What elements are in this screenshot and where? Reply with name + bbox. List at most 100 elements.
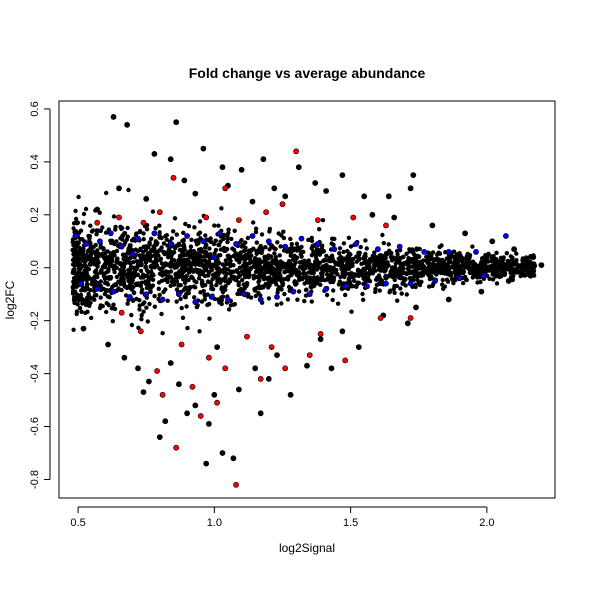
- cloud-point: [349, 271, 354, 276]
- cloud-point: [218, 239, 223, 244]
- cloud-point: [234, 277, 239, 283]
- cloud-point: [382, 269, 387, 274]
- cloud-point: [239, 238, 244, 243]
- cloud-point: [237, 265, 243, 270]
- cloud-point: [494, 250, 499, 255]
- black-point: [385, 193, 392, 200]
- cloud-point: [380, 259, 385, 264]
- cloud-point: [286, 284, 292, 290]
- black-point: [116, 185, 122, 192]
- black-point: [94, 206, 101, 213]
- cloud-point: [487, 265, 492, 270]
- cloud-point: [338, 274, 343, 280]
- cloud-point: [181, 287, 187, 293]
- cloud-point: [142, 245, 147, 250]
- cloud-point: [228, 258, 233, 264]
- cloud-point: [460, 260, 465, 265]
- cloud-point: [137, 228, 143, 234]
- y-tick-label: 0.4: [29, 154, 41, 169]
- cloud-point: [526, 265, 532, 270]
- cloud-point: [355, 267, 361, 272]
- cloud-point: [419, 261, 425, 266]
- black-point: [80, 325, 87, 332]
- blue-point: [107, 230, 114, 237]
- cloud-point: [253, 261, 258, 266]
- x-tick-label: 1.0: [207, 517, 222, 529]
- cloud-point: [343, 292, 348, 298]
- cloud-point: [195, 267, 200, 273]
- cloud-point: [214, 282, 219, 288]
- cloud-point: [531, 261, 537, 266]
- cloud-point: [94, 293, 99, 298]
- cloud-point: [252, 287, 257, 292]
- cloud-point: [81, 211, 87, 217]
- cloud-point: [79, 309, 84, 314]
- cloud-point: [110, 319, 116, 324]
- cloud-point: [159, 278, 165, 283]
- cloud-point: [214, 263, 219, 268]
- cloud-point: [444, 271, 449, 276]
- cloud-point: [89, 276, 95, 282]
- blue-point: [445, 248, 452, 255]
- cloud-point: [213, 247, 219, 253]
- blue-point: [323, 285, 329, 292]
- cloud-point: [519, 272, 524, 278]
- blue-point: [342, 283, 349, 290]
- cloud-point: [197, 254, 202, 259]
- cloud-point: [302, 298, 307, 304]
- blue-point: [290, 288, 297, 295]
- cloud-point: [356, 273, 361, 278]
- cloud-point: [425, 260, 430, 266]
- cloud-point: [392, 290, 397, 295]
- cloud-point: [129, 273, 134, 278]
- cloud-point: [433, 265, 438, 270]
- cloud-point: [71, 221, 77, 226]
- cloud-point: [92, 269, 98, 275]
- cloud-point: [71, 327, 76, 332]
- cloud-point: [143, 264, 148, 269]
- cloud-point: [332, 268, 337, 273]
- cloud-point: [181, 269, 186, 275]
- cloud-point: [236, 256, 241, 262]
- black-point: [274, 352, 280, 358]
- cloud-point: [277, 253, 282, 258]
- cloud-point: [225, 267, 231, 272]
- blue-point: [97, 238, 103, 245]
- cloud-point: [143, 260, 149, 265]
- cloud-point: [445, 262, 450, 267]
- cloud-point: [219, 298, 224, 303]
- cloud-point: [100, 225, 105, 230]
- cloud-point: [496, 273, 501, 278]
- cloud-point: [398, 286, 403, 291]
- cloud-point: [466, 260, 471, 266]
- cloud-point: [140, 287, 145, 292]
- cloud-point: [150, 283, 156, 288]
- red-point: [257, 375, 264, 382]
- blue-point: [481, 272, 487, 279]
- cloud-point: [174, 243, 180, 248]
- cloud-point: [367, 279, 373, 284]
- blue-point: [407, 280, 414, 287]
- cloud-point: [168, 269, 174, 274]
- cloud-point: [496, 267, 501, 272]
- cloud-point: [199, 258, 204, 263]
- cloud-point: [415, 253, 420, 258]
- cloud-point: [74, 311, 79, 317]
- cloud-point: [313, 259, 318, 264]
- cloud-point: [72, 245, 78, 250]
- cloud-point: [512, 261, 517, 266]
- cloud-point: [298, 252, 303, 257]
- cloud-point: [103, 258, 109, 263]
- cloud-point: [261, 285, 266, 290]
- cloud-point: [148, 288, 153, 294]
- cloud-point: [319, 266, 324, 272]
- blue-point: [432, 278, 438, 284]
- cloud-point: [189, 275, 194, 280]
- cloud-point: [189, 237, 194, 242]
- cloud-point: [92, 262, 97, 267]
- cloud-point: [119, 287, 124, 293]
- black-point: [462, 230, 468, 237]
- cloud-point: [152, 304, 157, 309]
- cloud-point: [364, 246, 369, 251]
- red-point: [159, 391, 166, 398]
